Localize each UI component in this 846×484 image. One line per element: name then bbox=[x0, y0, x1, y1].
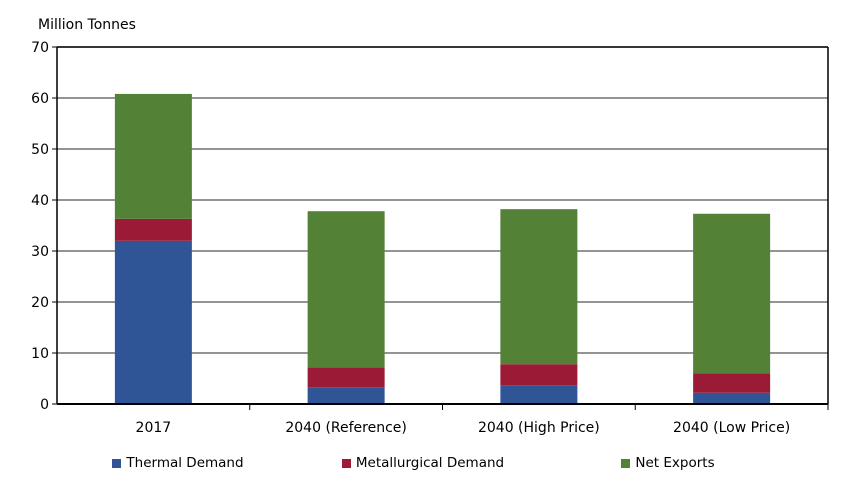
bar-net-exports bbox=[500, 209, 578, 365]
bar-thermal-demand bbox=[114, 240, 192, 404]
legend-item: Thermal Demand bbox=[56, 455, 301, 471]
x-tick-label: 2040 (High Price) bbox=[478, 420, 600, 436]
x-tick-label: 2017 bbox=[136, 420, 172, 436]
legend-label: Thermal Demand bbox=[126, 455, 244, 471]
y-tick-label: 40 bbox=[31, 193, 49, 209]
x-tick-label: 2040 (Reference) bbox=[285, 420, 407, 436]
y-tick-label: 10 bbox=[31, 346, 49, 362]
bar-net-exports bbox=[114, 93, 192, 219]
legend-item: Net Exports bbox=[546, 455, 791, 471]
bar-thermal-demand bbox=[307, 387, 385, 404]
legend-label: Metallurgical Demand bbox=[355, 455, 505, 471]
y-tick-label: 50 bbox=[31, 142, 49, 158]
bar-metallurgical-demand bbox=[307, 367, 385, 388]
y-tick-label: 20 bbox=[31, 295, 49, 311]
legend: Thermal Demand Metallurgical Demand Net Ex… bbox=[0, 455, 846, 471]
legend-label: Net Exports bbox=[635, 455, 715, 471]
y-tick-label: 0 bbox=[40, 397, 49, 413]
bar-thermal-demand bbox=[500, 385, 578, 404]
x-tick-label: 2040 (Low Price) bbox=[673, 420, 790, 436]
y-tick-label: 60 bbox=[31, 91, 49, 107]
legend-swatch bbox=[621, 458, 631, 468]
legend-swatch bbox=[341, 458, 351, 468]
y-tick-label: 30 bbox=[31, 244, 49, 260]
chart-svg: Million Tonnes 0 10 20 30 40 50 60 70 2017 2040 (… bbox=[31, 17, 829, 436]
bar-metallurgical-demand bbox=[693, 373, 771, 393]
y-axis-label: Million Tonnes bbox=[38, 17, 136, 33]
bar-metallurgical-demand bbox=[500, 364, 578, 386]
bar-net-exports bbox=[693, 213, 771, 374]
y-tick-label: 70 bbox=[31, 40, 49, 56]
bar-metallurgical-demand bbox=[114, 218, 192, 241]
legend-swatch bbox=[112, 458, 122, 468]
legend-item: Metallurgical Demand bbox=[301, 455, 546, 471]
bar-thermal-demand bbox=[693, 392, 771, 404]
bar-net-exports bbox=[307, 211, 385, 368]
